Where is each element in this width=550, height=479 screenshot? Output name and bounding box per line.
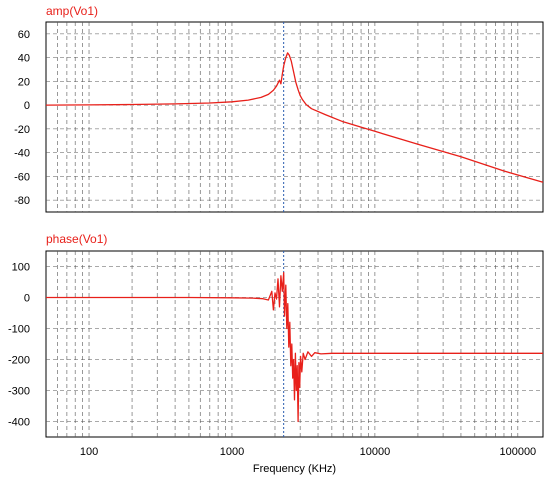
y-tick-label: -60 [14, 171, 30, 183]
amp-panel: amp(Vo1) 60 40 20 0 -20 -40 -60 -80 [14, 4, 544, 213]
x-tick-label: 100 [80, 446, 98, 458]
y-tick-label: -300 [8, 386, 30, 398]
series-line [46, 272, 543, 423]
phase-series [46, 272, 543, 423]
phase-frame [45, 250, 544, 438]
amp-grid [46, 22, 543, 212]
x-axis-label: Frequency (KHz) [253, 463, 336, 475]
series-line [45, 52, 544, 183]
x-tick-label: 100000 [499, 446, 536, 458]
y-tick-label: 0 [24, 293, 30, 305]
amp-frame [45, 21, 544, 213]
phase-panel: phase(Vo1) 1000-100-200-300-400 100 1000 1… [8, 232, 544, 475]
amp-series [45, 52, 544, 183]
y-tick-label: -80 [14, 195, 30, 207]
x-axis-ticks: 100 1000 10000 100000 [80, 446, 536, 458]
y-tick-label: 60 [18, 29, 30, 41]
y-tick-label: 0 [24, 100, 30, 112]
y-tick-label: -40 [14, 148, 30, 160]
phase-y-ticks: 100 0 -100 -200 -300 -400 [8, 262, 30, 429]
x-tick-label: 1000 [220, 446, 244, 458]
phase-title: phase(Vo1) [46, 232, 107, 246]
amp-title: amp(Vo1) [46, 4, 98, 18]
y-tick-label: -20 [14, 124, 30, 136]
y-tick-label: 100 [12, 262, 30, 274]
y-tick-label: -400 [8, 417, 30, 429]
amp-y-ticks: 60 40 20 0 -20 -40 -60 -80 [14, 29, 30, 207]
y-tick-label: -200 [8, 355, 30, 367]
y-tick-label: 20 [18, 76, 30, 88]
phase-grid [46, 251, 543, 437]
y-tick-label: 40 [18, 53, 30, 65]
y-tick-label: -100 [8, 324, 30, 336]
x-tick-label: 10000 [360, 446, 391, 458]
